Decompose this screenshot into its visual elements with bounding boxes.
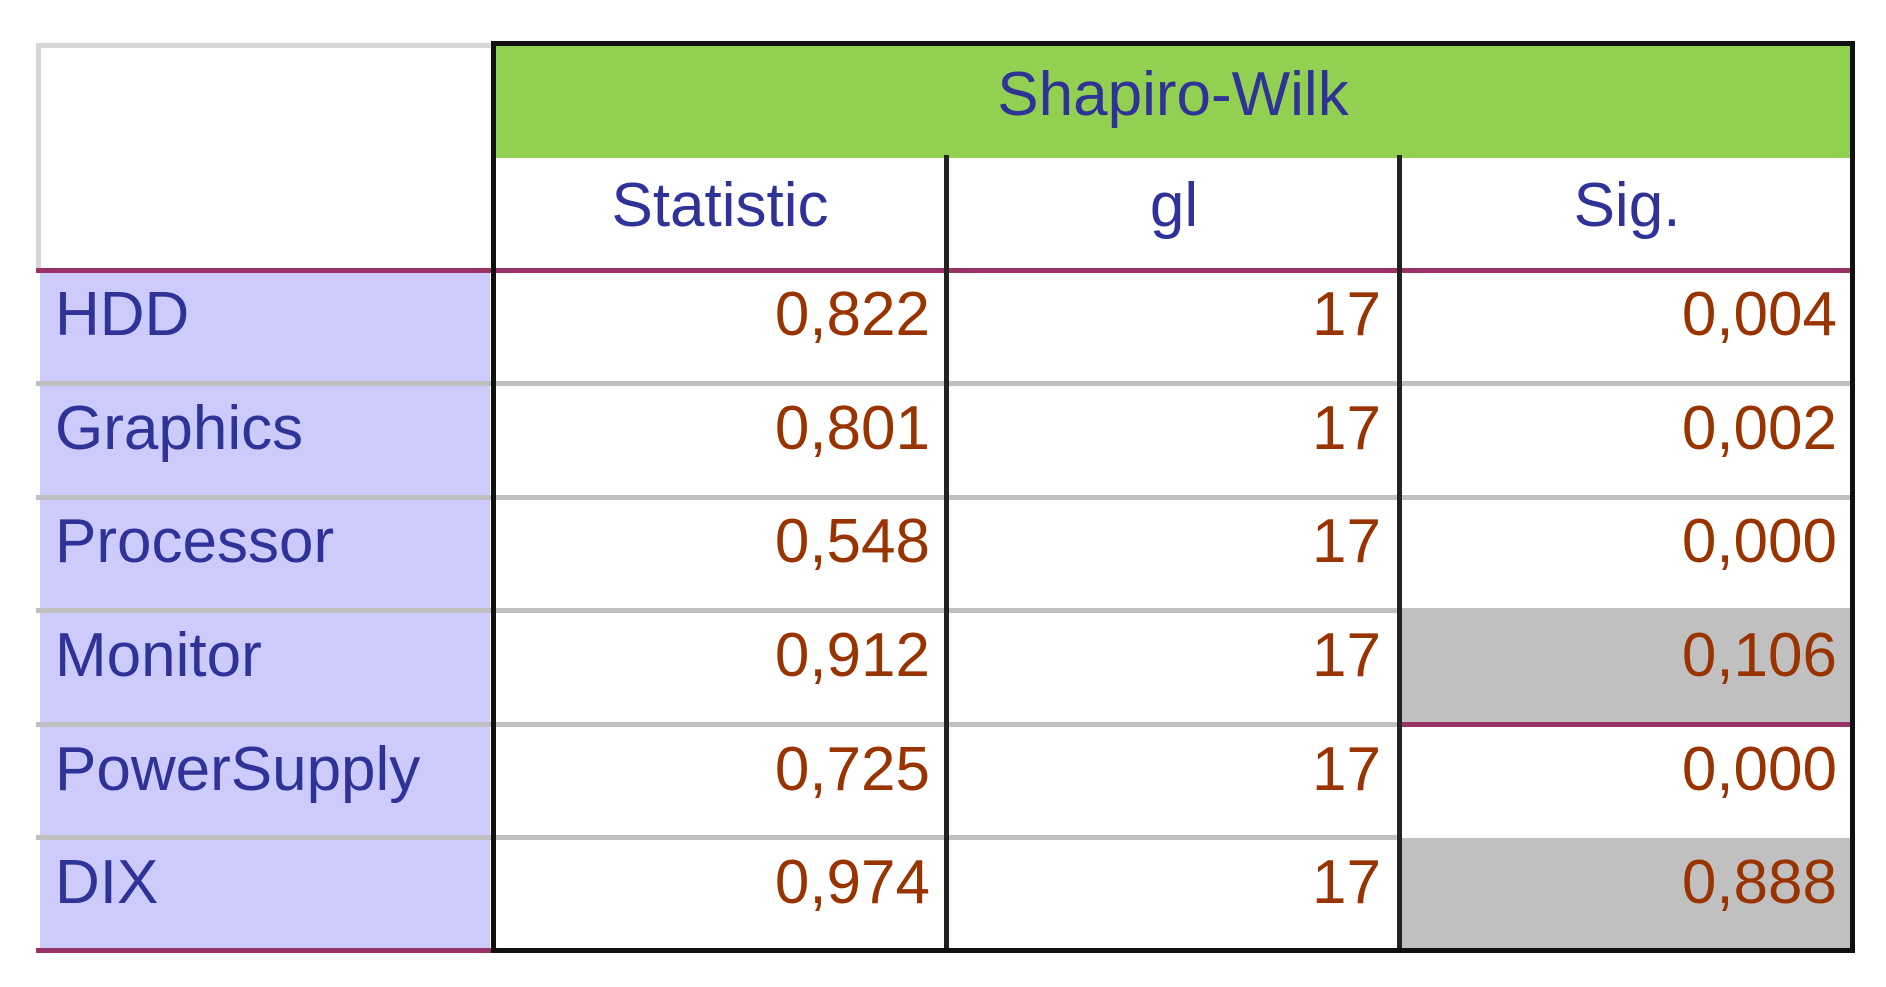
row-separator <box>36 835 1399 840</box>
table-bottom-rule <box>36 948 494 953</box>
column-header-gl: gl <box>1149 171 1199 240</box>
row-label: Graphics <box>55 394 304 463</box>
highlight-cell-dix-sig <box>1399 838 1852 953</box>
sig-value: 0,002 <box>1681 394 1837 463</box>
highlight-bottom-rule <box>1399 722 1852 727</box>
gl-value: 17 <box>1312 848 1381 917</box>
empty-corner-cell <box>36 43 492 269</box>
gl-value: 17 <box>1312 280 1381 349</box>
highlight-cell-monitor-sig <box>1399 611 1852 726</box>
column-header-statistic: Statistic <box>611 171 829 240</box>
data-area-frame <box>491 41 1855 953</box>
statistic-value: 0,822 <box>774 280 930 349</box>
sig-value: 0,000 <box>1681 735 1837 804</box>
row-label: DIX <box>55 848 159 917</box>
row-label: Monitor <box>55 621 262 690</box>
statistic-value: 0,725 <box>774 735 930 804</box>
column-divider <box>944 155 949 951</box>
group-header-title: Shapiro-Wilk <box>997 60 1349 129</box>
statistic-value: 0,548 <box>774 507 930 576</box>
row-separator <box>36 722 1399 727</box>
gl-value: 17 <box>1312 507 1381 576</box>
sig-value: 0,000 <box>1681 507 1837 576</box>
sig-value: 0,106 <box>1681 621 1837 690</box>
statistic-value: 0,801 <box>774 394 930 463</box>
row-label: PowerSupply <box>55 735 421 804</box>
column-divider <box>1397 155 1402 951</box>
row-label: HDD <box>55 280 190 349</box>
column-header-sig: Sig. <box>1573 171 1681 240</box>
statistic-value: 0,912 <box>774 621 930 690</box>
gl-value: 17 <box>1312 621 1381 690</box>
gl-value: 17 <box>1312 735 1381 804</box>
sig-value: 0,888 <box>1681 848 1837 917</box>
statistic-value: 0,974 <box>774 848 930 917</box>
row-label: Processor <box>55 507 335 576</box>
sig-value: 0,004 <box>1681 280 1837 349</box>
group-header-background <box>494 44 1852 158</box>
gl-value: 17 <box>1312 394 1381 463</box>
